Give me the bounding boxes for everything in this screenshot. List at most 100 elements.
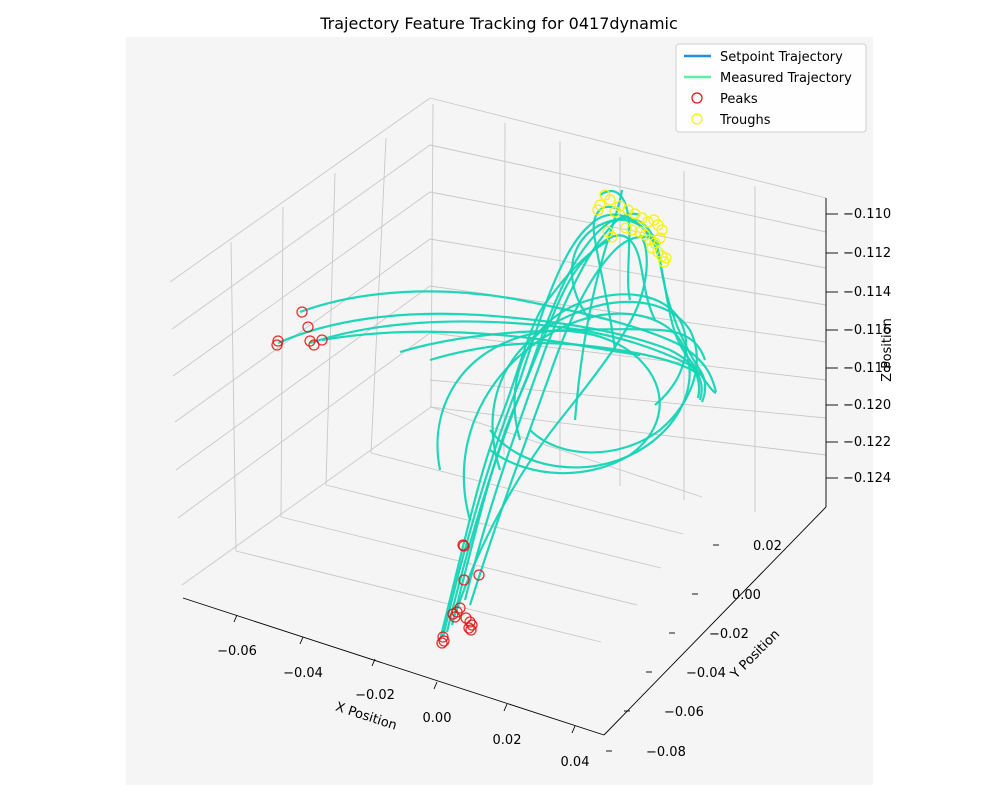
z-tick-label: −0.110	[843, 207, 891, 222]
grid-line-z-left	[172, 191, 431, 377]
legend-troughs-label: Troughs	[719, 113, 771, 128]
peak-marker	[460, 612, 472, 624]
axes-background	[126, 37, 873, 785]
grid-line-y-back	[503, 122, 506, 456]
peak-marker	[296, 306, 308, 318]
y-axis-line	[603, 506, 827, 736]
trough-marker	[656, 224, 668, 236]
grid-line-z-back	[429, 191, 827, 269]
trajectory-segment	[436, 329, 661, 475]
trough-marker	[658, 256, 670, 268]
x-axis-ticks: −0.06 −0.04 −0.02 0.00 0.02 0.04	[217, 614, 590, 770]
peak-marker	[438, 635, 450, 647]
trough-marker	[604, 194, 616, 206]
trajectory-segment	[462, 312, 691, 521]
legend-box	[675, 43, 867, 133]
grid-line-z-back	[429, 379, 827, 419]
trajectory-segment	[573, 189, 624, 421]
peak-marker	[304, 335, 316, 347]
peak-marker	[447, 608, 459, 620]
z-tick-label: −0.114	[843, 285, 891, 300]
peak-marker	[465, 624, 477, 636]
chart-title: Trajectory Feature Tracking for 0417dyna…	[319, 14, 678, 33]
x-tick-mark	[433, 681, 438, 690]
y-axis-ticks: −0.08 −0.06 −0.04 −0.02 0.00 0.02	[606, 539, 782, 760]
grid-line-z-back	[429, 144, 827, 233]
trough-marker	[592, 204, 604, 216]
grid-line-z-left	[177, 332, 431, 519]
x-tick-label: −0.04	[283, 666, 323, 681]
grid-line-z-back	[429, 406, 827, 456]
y-tick-label: −0.06	[664, 705, 704, 720]
grid-line-floor	[370, 452, 684, 535]
grid-line-z-back	[429, 97, 827, 199]
grid-line-floor	[181, 406, 432, 586]
grid-line-floor	[235, 550, 602, 643]
grid-line-z-left	[174, 238, 431, 423]
trajectory-segment	[513, 293, 688, 441]
trough-marker	[620, 222, 632, 234]
x-tick-label: 0.00	[423, 711, 452, 726]
x-tick-label: −0.06	[217, 644, 257, 659]
grid-line-x-back	[325, 172, 336, 486]
z-tick-label: −0.122	[843, 435, 891, 450]
y-tick-label: −0.04	[686, 666, 726, 681]
trough-marker	[602, 226, 614, 238]
z-tick-label: −0.112	[843, 246, 891, 261]
trajectory-segment	[299, 290, 718, 393]
grid-line-x-back	[430, 103, 434, 408]
peak-markers	[271, 306, 485, 649]
peak-marker	[473, 569, 485, 581]
grid-line-floor	[325, 484, 662, 569]
peak-marker	[449, 611, 461, 623]
peak-marker	[436, 637, 448, 649]
peak-marker	[458, 540, 470, 552]
trajectory-segment	[453, 234, 648, 616]
legend-peaks-swatch	[691, 92, 703, 104]
grid-line-x-back	[280, 206, 284, 518]
x-tick-mark	[571, 725, 576, 734]
x-tick-mark	[371, 658, 376, 667]
trajectory-segment	[450, 234, 656, 626]
trough-marker	[642, 216, 654, 228]
z-tick-label: −0.118	[843, 361, 891, 376]
y-tick-label: −0.02	[709, 627, 749, 642]
trajectory-segment	[321, 330, 641, 357]
x-tick-label: −0.02	[355, 688, 395, 703]
trough-marker	[594, 199, 606, 211]
peak-marker	[271, 339, 283, 351]
peak-marker	[466, 619, 478, 631]
peak-marker	[437, 631, 449, 643]
grid-line-x-back	[230, 241, 237, 552]
trough-markers	[592, 189, 672, 268]
y-tick-label: 0.02	[753, 539, 782, 554]
legend-setpoint-label: Setpoint Trajectory	[720, 50, 843, 65]
trough-marker	[652, 246, 664, 258]
z-axis-ticks: −0.110 −0.112 −0.114 −0.116 −0.118 −0.120 −0.1…	[826, 207, 891, 486]
grid-line-z-back	[429, 332, 827, 381]
trough-marker	[634, 226, 646, 238]
legend-peaks-label: Peaks	[720, 92, 758, 107]
x-tick-mark	[233, 614, 238, 623]
peak-marker	[302, 321, 314, 333]
peak-marker	[458, 574, 470, 586]
x-tick-label: 0.04	[561, 755, 590, 770]
trough-marker	[626, 224, 638, 236]
peak-marker	[457, 539, 469, 551]
grid-line-floor	[430, 406, 703, 498]
legend: Setpoint Trajectory Measured Trajectory …	[675, 43, 867, 133]
peak-marker	[464, 616, 476, 628]
trajectory-segment	[429, 342, 701, 376]
z-tick-label: −0.124	[843, 471, 891, 486]
trough-marker	[636, 212, 648, 224]
y-tick-label: −0.08	[646, 745, 686, 760]
z-axis-label: Z Position	[880, 318, 895, 382]
peak-marker	[308, 339, 320, 351]
x-axis-line	[182, 597, 605, 736]
x-tick-mark	[503, 703, 508, 712]
z-tick-label: −0.120	[843, 398, 891, 413]
legend-troughs-swatch	[691, 113, 703, 125]
peak-marker	[272, 335, 284, 347]
grid-line-x-back	[370, 137, 387, 454]
trough-marker	[646, 242, 658, 254]
